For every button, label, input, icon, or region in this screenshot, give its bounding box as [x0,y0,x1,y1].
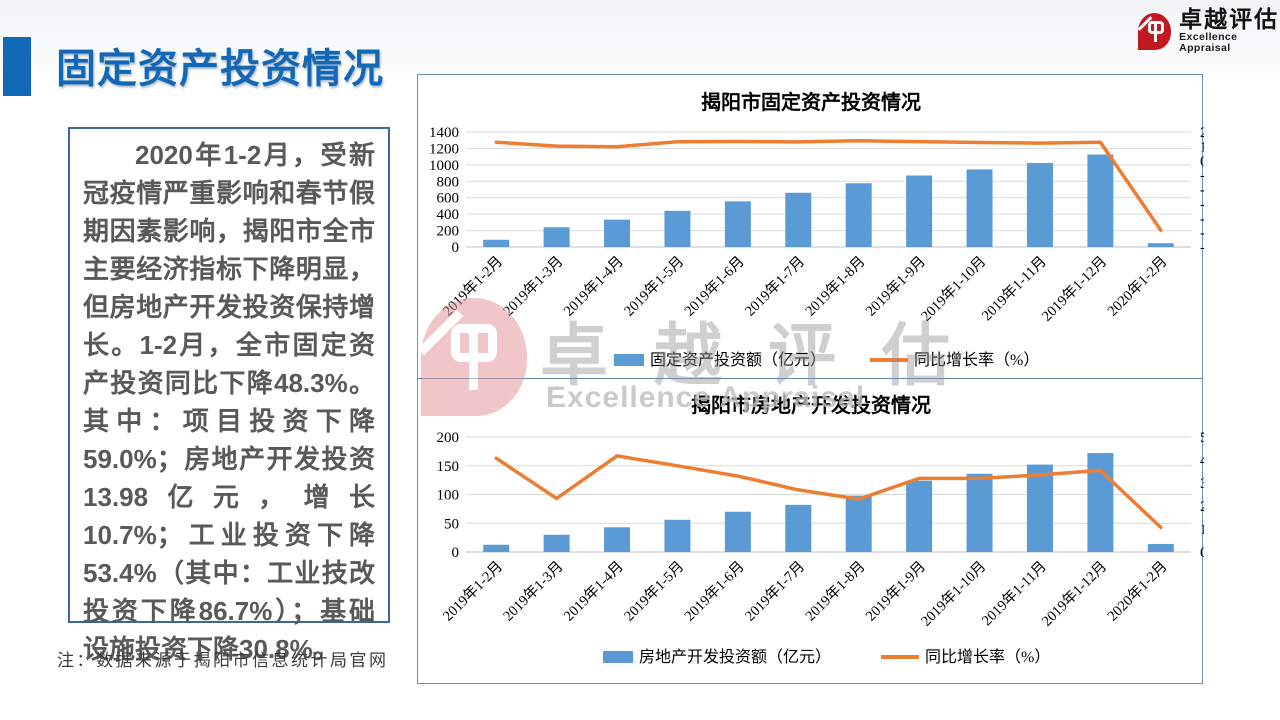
right-axis-tick-label: 30 [1200,476,1204,492]
x-axis-label: 2019年1-4月 [560,558,627,625]
summary-text: 2020年1-2月，受新冠疫情严重影响和春节假期因素影响，揭阳市全市主要经济指标… [83,140,375,664]
left-axis-tick-label: 200 [437,224,460,240]
data-source-note: 注：数据来源于揭阳市信息统计局官网 [57,651,389,670]
logo-company-subtitle: Excellence Appraisal [1179,31,1238,55]
bar [1026,464,1053,552]
logo-company-name: 卓越评估 [1179,7,1280,32]
left-axis-tick-label: 100 [437,488,460,504]
x-axis-label: 2019年1-12月 [1038,253,1110,325]
chart-title: 揭阳市固定资产投资情况 [701,90,921,114]
x-axis-label: 2019年1-4月 [560,253,627,320]
bar [1087,453,1114,552]
left-axis-tick-label: 1000 [429,158,459,174]
left-axis-tick-label: 50 [444,516,459,532]
right-axis-tick-label: 10 [1200,522,1204,538]
bar [1147,543,1174,552]
legend-line-label: 同比增长率（%） [925,648,1050,666]
trend-line [494,139,1163,232]
bar [664,210,691,247]
x-axis-label: 2020年1-2月 [1104,558,1171,625]
left-axis-tick-label: 1400 [429,125,459,141]
title-accent-square [3,37,31,96]
bar [845,495,872,552]
left-axis-tick-label: 0 [452,545,460,561]
chart-svg: 揭阳市房地产开发投资情况050100150200504030201002019年… [437,393,1216,666]
bar [604,527,631,552]
bar [845,183,872,247]
x-axis-label: 2019年1-7月 [741,558,808,625]
bar [906,480,933,552]
legend-bar-label: 房地产开发投资额（亿元） [639,648,831,666]
chart-svg: 揭阳市固定资产投资情况02004006008001000120014002010… [429,90,1220,369]
chart-real-estate-investment: 揭阳市房地产开发投资情况050100150200504030201002019年… [418,379,1216,683]
legend-bar-label: 固定资产投资额（亿元） [650,351,826,369]
x-axis-label: 2019年1-3月 [500,253,567,320]
chart-fixed-asset-investment: 揭阳市固定资产投资情况02004006008001000120014002010… [418,75,1220,379]
right-axis-tick-label: 20 [1200,499,1204,515]
right-axis-tick-label: 50 [1200,430,1204,446]
left-axis-tick-label: 150 [437,459,460,475]
x-axis-label: 2019年1-12月 [1038,558,1110,630]
company-logo: 卓越评估 Excellence Appraisal [1137,7,1280,55]
left-axis-tick-label: 600 [437,191,460,207]
bar [664,519,691,552]
chart-panel: 揭阳市固定资产投资情况02004006008001000120014002010… [417,74,1220,684]
trend-line [494,454,1163,530]
bar [724,511,751,552]
logo-mark-icon [1137,12,1172,50]
x-axis-label: 2019年1-9月 [862,558,929,625]
summary-box: 2020年1-2月，受新冠疫情严重影响和春节假期因素影响，揭阳市全市主要经济指标… [68,127,390,664]
right-axis-tick-label: -60 [1200,240,1204,256]
right-axis-tick-label: 40 [1200,453,1204,469]
x-axis-label: 2019年1-6月 [681,253,748,320]
left-axis-tick-label: 1200 [429,141,459,157]
legend-line-label: 同比增长率（%） [914,351,1039,369]
left-axis-tick-label: 0 [452,240,460,256]
page-title: 固定资产投资情况 [56,47,384,91]
legend-bar-swatch [603,651,633,663]
x-axis-label: 2019年1-9月 [862,253,929,320]
x-axis-label: 2019年1-6月 [681,558,748,625]
legend-bar-swatch [614,354,644,366]
x-axis-label: 2019年1-8月 [802,558,869,625]
bar [906,175,933,247]
x-axis-label: 2019年1-8月 [802,253,869,320]
bar [604,219,631,247]
bar [1147,243,1174,247]
chart-title: 揭阳市房地产开发投资情况 [691,393,931,417]
bar [785,504,812,552]
logo-stem-shape [1154,22,1157,42]
left-axis-tick-label: 200 [437,430,460,446]
right-axis-tick-label: 0 [1200,545,1204,561]
bar [1087,154,1114,247]
bar [543,534,570,552]
x-axis-label: 2019年1-2月 [439,253,506,320]
left-axis-tick-label: 400 [437,207,460,223]
x-axis-label: 2019年1-5月 [621,558,688,625]
x-axis-label: 2019年1-5月 [621,253,688,320]
bar [1026,163,1053,247]
bar [724,201,751,247]
bar [543,227,570,247]
bar [483,239,510,247]
bar [483,544,510,552]
right-axis-tick-label: 0 [1200,154,1204,170]
logo-text: 卓越评估 Excellence Appraisal [1179,7,1280,55]
bar [966,169,993,247]
x-axis-label: 2019年1-7月 [741,253,808,320]
bar [785,192,812,247]
x-axis-label: 2019年1-2月 [439,558,506,625]
x-axis-label: 2019年1-3月 [500,558,567,625]
left-axis-tick-label: 800 [437,174,460,190]
x-axis-label: 2020年1-2月 [1104,253,1171,320]
bar [966,473,993,552]
